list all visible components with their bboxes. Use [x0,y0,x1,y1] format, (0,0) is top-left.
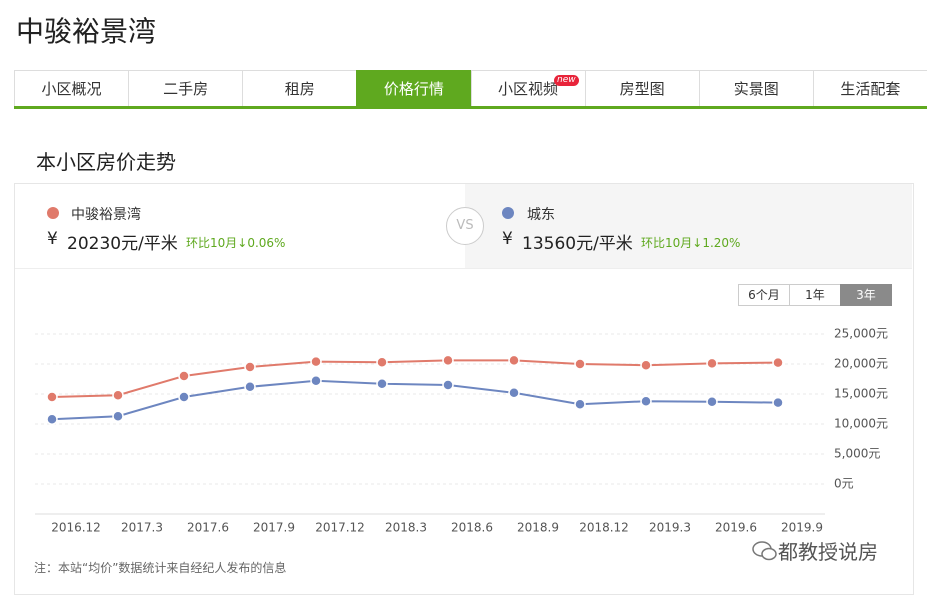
data-point [706,396,718,408]
summary-right: 城东 ¥ 13560元/平米 环比10月↓1.20% [465,184,912,269]
new-badge: new [554,75,579,86]
tab-label: 二手房 [163,80,209,98]
summary-currency: ¥ [47,229,58,249]
watermark: 都教授说房 [752,536,878,565]
y-tick-label: 10,000元 [834,417,888,431]
summary-change: 环比10月↓1.20% [641,236,741,250]
x-tick-label: 2018.3 [385,521,427,535]
vs-badge: VS [446,207,484,245]
x-tick-label: 2019.9 [781,521,823,535]
data-point [706,357,718,370]
tab-label: 小区概况 [41,80,102,98]
data-point [178,370,190,382]
data-point [508,354,520,367]
data-point [244,361,256,373]
legend-dot [47,207,59,219]
x-tick-label: 2016.12 [51,521,101,535]
series-line [51,379,779,421]
summary-name: 中骏裕景湾 [71,207,141,223]
y-tick-label: 5,000元 [834,447,880,461]
tab[interactable]: 小区视频 new [470,70,586,106]
data-point [574,358,586,370]
data-point [640,359,652,371]
range-button[interactable]: 6个月 [738,284,790,306]
data-point [112,389,124,401]
range-button[interactable]: 3年 [840,284,892,306]
tab-label: 实景图 [733,80,779,98]
tab-label: 租房 [284,80,315,98]
data-point [442,354,454,367]
tab-label: 价格行情 [383,80,444,98]
summary-left: 中骏裕景湾 ¥ 20230元/平米 环比10月↓0.06% [15,184,465,269]
data-point [178,391,190,403]
x-tick-label: 2018.9 [517,521,559,535]
data-point [772,356,784,369]
tab-label: 房型图 [619,80,665,98]
footer-note: 注：本站“均价”数据统计来自经纪人发布的信息 [34,561,287,575]
data-point [46,391,58,403]
tab[interactable]: 房型图 [584,70,700,106]
legend-dot [502,207,514,219]
series-line [51,359,779,398]
range-button[interactable]: 1年 [789,284,841,306]
data-point [310,375,322,387]
data-point [574,398,586,410]
range-buttons: 6个月 1年 3年 [738,284,892,306]
data-point [310,355,322,368]
section-title: 本小区房价走势 [36,150,176,174]
tab[interactable]: 生活配套 [812,70,927,106]
tab-label: 小区视频 [498,80,559,98]
tab[interactable]: 价格行情 [356,70,472,106]
data-point [376,356,388,368]
wechat-icon [752,540,777,560]
summary-change: 环比10月↓0.06% [186,236,286,250]
data-point [442,379,454,391]
y-tick-label: 25,000元 [834,327,888,341]
x-tick-label: 2019.6 [715,521,757,535]
data-point [772,396,784,409]
summary-price: 13560元/平米 [522,234,633,254]
tab-label: 生活配套 [840,80,901,98]
x-tick-label: 2017.12 [315,521,365,535]
y-tick-label: 20,000元 [834,357,888,371]
x-tick-label: 2018.12 [579,521,629,535]
x-tick-label: 2017.9 [253,521,295,535]
data-point [508,387,520,399]
watermark-text: 都教授说房 [778,540,878,564]
page-title: 中骏裕景湾 [16,15,157,48]
data-point [46,413,58,425]
x-tick-label: 2017.6 [187,521,229,535]
x-tick-label: 2017.3 [121,521,163,535]
data-point [112,410,124,422]
data-point [244,381,256,393]
tab-bar: 小区概况 二手房 租房 价格行情 小区视频 new 房型图 实景图 生活配套 [14,70,927,109]
data-point [376,378,388,390]
summary-name: 城东 [527,207,555,223]
tab[interactable]: 实景图 [698,70,814,106]
y-tick-label: 0元 [834,477,854,491]
data-point [640,395,652,407]
y-tick-label: 15,000元 [834,387,888,401]
summary-currency: ¥ [502,229,513,249]
tab[interactable]: 租房 [242,70,358,106]
x-tick-label: 2019.3 [649,521,691,535]
summary-price: 20230元/平米 [67,234,178,254]
x-tick-label: 2018.6 [451,521,493,535]
tab[interactable]: 小区概况 [14,70,130,106]
